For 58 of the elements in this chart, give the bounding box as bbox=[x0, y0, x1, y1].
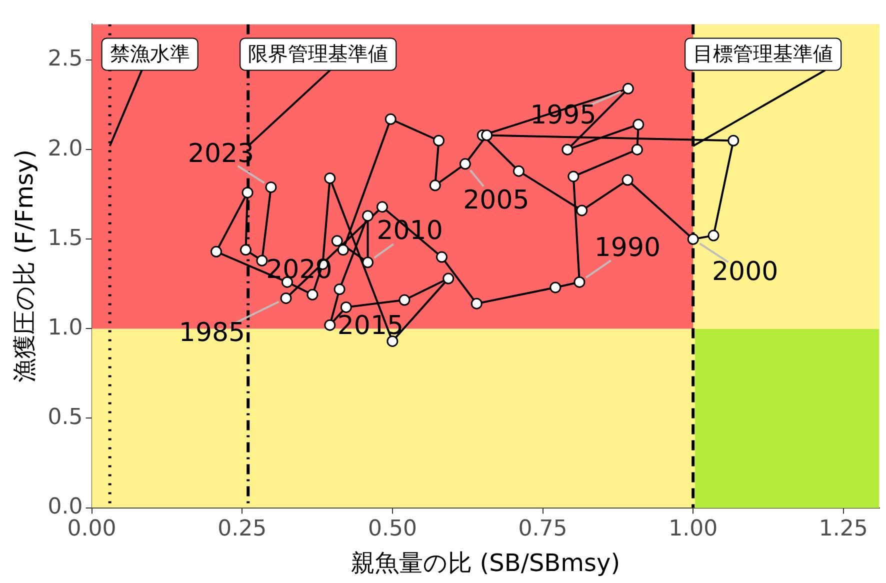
point bbox=[622, 174, 634, 186]
annotation: 1990 bbox=[594, 232, 661, 263]
point bbox=[436, 251, 448, 263]
point bbox=[324, 172, 336, 184]
ref-line-label: 目標管理基準値 bbox=[693, 41, 834, 66]
point bbox=[708, 230, 720, 242]
x-tick-label: 0.50 bbox=[368, 516, 417, 542]
point bbox=[265, 181, 277, 193]
point bbox=[481, 130, 493, 141]
y-tick-label: 1.0 bbox=[48, 315, 83, 340]
point bbox=[562, 144, 574, 156]
y-tick-label: 2.5 bbox=[48, 46, 83, 72]
point bbox=[306, 288, 318, 300]
point bbox=[631, 144, 643, 156]
point bbox=[210, 246, 222, 258]
point bbox=[632, 118, 644, 130]
x-axis-title: 親魚量の比 (SB/SBmsy) bbox=[351, 548, 620, 577]
x-tick-label: 0.25 bbox=[218, 516, 267, 542]
y-tick-label: 1.5 bbox=[48, 226, 83, 251]
point bbox=[459, 158, 471, 170]
point bbox=[337, 244, 349, 256]
point bbox=[340, 301, 352, 313]
point bbox=[550, 282, 562, 294]
point bbox=[429, 180, 441, 192]
point bbox=[442, 272, 454, 284]
point bbox=[280, 292, 292, 304]
y-tick-label: 2.0 bbox=[48, 136, 83, 162]
point bbox=[376, 201, 388, 213]
ref-line-label: 禁漁水準 bbox=[110, 41, 190, 66]
point bbox=[324, 319, 336, 331]
point bbox=[362, 256, 374, 268]
point bbox=[576, 204, 588, 216]
point bbox=[242, 186, 254, 198]
annotation: 2005 bbox=[463, 186, 530, 216]
point bbox=[574, 276, 586, 288]
x-tick-label: 1.00 bbox=[668, 516, 718, 542]
point bbox=[256, 254, 268, 266]
point bbox=[334, 284, 346, 296]
x-tick-label: 1.25 bbox=[818, 516, 868, 542]
point bbox=[398, 294, 410, 306]
point bbox=[512, 165, 524, 177]
point bbox=[384, 113, 396, 125]
point bbox=[687, 233, 699, 245]
point bbox=[622, 82, 634, 94]
y-axis-title: 漁獲圧の比 (F/Fmsy) bbox=[10, 149, 39, 383]
point bbox=[470, 298, 482, 310]
annotation: 1985 bbox=[178, 318, 246, 348]
point bbox=[362, 210, 374, 222]
point bbox=[432, 134, 444, 146]
x-tick-label: 0.75 bbox=[518, 516, 568, 542]
y-tick-label: 0.5 bbox=[48, 404, 83, 430]
point bbox=[728, 134, 740, 146]
annotation: 2023 bbox=[188, 138, 254, 169]
annotation: 2000 bbox=[712, 256, 778, 287]
point bbox=[331, 235, 343, 247]
point bbox=[240, 244, 252, 256]
point bbox=[568, 170, 580, 182]
ref-line-label: 限界管理基準値 bbox=[248, 41, 388, 66]
